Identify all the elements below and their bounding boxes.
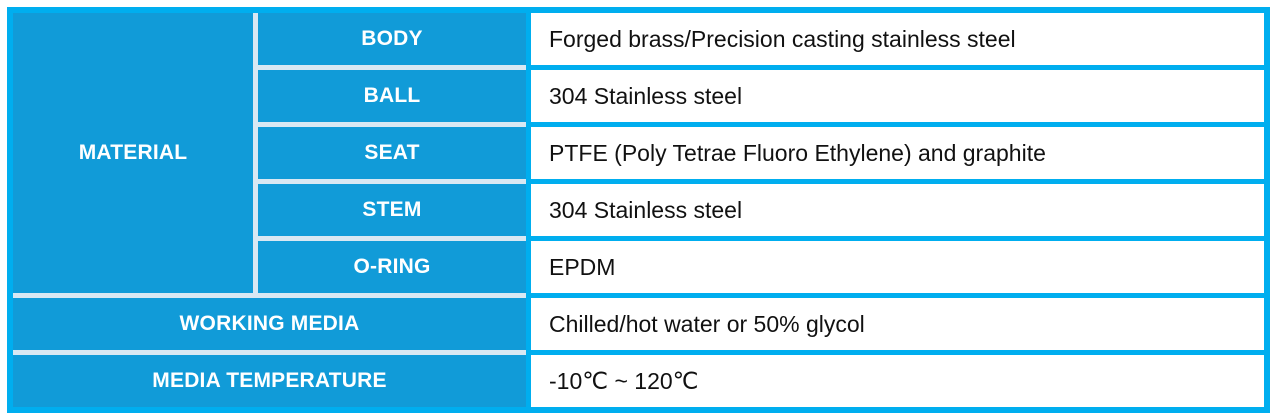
row-value-working-media: Chilled/hot water or 50% glycol	[531, 298, 1264, 350]
row-value-body: Forged brass/Precision casting stainless…	[531, 13, 1264, 65]
row-label-seat: SEAT	[258, 127, 526, 179]
row-value-ball: 304 Stainless steel	[531, 70, 1264, 122]
row-value-o-ring: EPDM	[531, 241, 1264, 293]
row-label-ball: BALL	[258, 70, 526, 122]
row-value-stem: 304 Stainless steel	[531, 184, 1264, 236]
row-value-seat: PTFE (Poly Tetrae Fluoro Ethylene) and g…	[531, 127, 1264, 179]
row-label-stem: STEM	[258, 184, 526, 236]
specification-table: MATERIAL BODY BALL SEAT STEM O-RING Forg…	[7, 7, 1270, 413]
row-value-media-temperature: -10℃ ~ 120℃	[531, 355, 1264, 407]
row-label-working-media: WORKING MEDIA	[13, 298, 526, 350]
row-label-media-temperature: MEDIA TEMPERATURE	[13, 355, 526, 407]
row-label-body: BODY	[258, 13, 526, 65]
row-label-o-ring: O-RING	[258, 241, 526, 293]
material-group-header: MATERIAL	[13, 13, 253, 293]
